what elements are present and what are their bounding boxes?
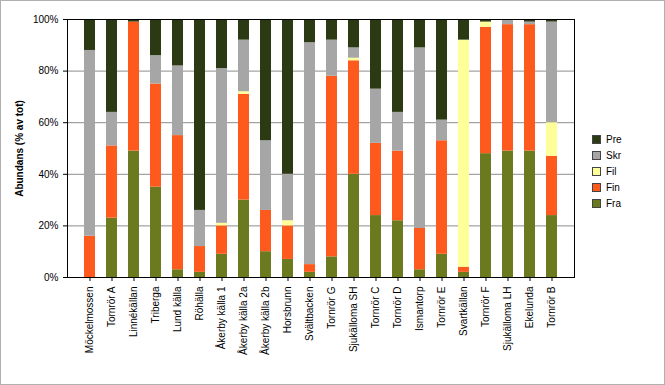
svg-text:60%: 60%	[38, 117, 58, 128]
svg-text:Triberga: Triberga	[150, 286, 161, 323]
svg-text:Horsbrunn: Horsbrunn	[282, 287, 293, 334]
svg-text:20%: 20%	[38, 220, 58, 231]
svg-text:Svartkällan: Svartkällan	[458, 287, 469, 336]
svg-text:Abundans (% av tot): Abundans (% av tot)	[14, 100, 25, 197]
svg-text:80%: 80%	[38, 65, 58, 76]
svg-text:Linnékällan: Linnékällan	[128, 287, 139, 338]
html-text:Skr: Skr	[606, 149, 621, 161]
svg-text:0%: 0%	[44, 272, 59, 283]
svg-text:40%: 40%	[38, 169, 58, 180]
svg-text:Åkerby källa 1: Åkerby källa 1	[215, 286, 227, 349]
svg-text:Tornrör E: Tornrör E	[436, 286, 447, 327]
svg-text:Tornrör G: Tornrör G	[326, 286, 337, 328]
svg-text:Ekelunda: Ekelunda	[524, 286, 535, 328]
html-text:Fra: Fra	[606, 197, 621, 209]
html-text:Fin: Fin	[606, 181, 620, 193]
html-text:Fil: Fil	[606, 165, 617, 177]
svg-text:Åkerby källa 2a: Åkerby källa 2a	[237, 286, 249, 355]
svg-text:Lund källa: Lund källa	[172, 286, 183, 332]
svg-text:100%: 100%	[33, 14, 59, 25]
html-text:Pre: Pre	[606, 133, 622, 145]
svg-text:Möckelmossen: Möckelmossen	[84, 287, 95, 354]
svg-text:Tornrör F: Tornrör F	[480, 287, 491, 328]
svg-text:Sjukälloma LH: Sjukälloma LH	[502, 287, 513, 351]
svg-text:Tornrör C: Tornrör C	[370, 287, 381, 329]
svg-text:Åkerby källa 2b: Åkerby källa 2b	[259, 286, 271, 355]
svg-text:Tornrör B: Tornrör B	[546, 286, 557, 327]
svg-text:Svältbacken: Svältbacken	[304, 287, 315, 341]
svg-text:Ismantorp: Ismantorp	[414, 286, 425, 331]
svg-text:Tornrör A: Tornrör A	[106, 286, 117, 327]
svg-text:Tornrör D: Tornrör D	[392, 287, 403, 329]
svg-text:Röhälla: Röhälla	[194, 286, 205, 320]
svg-text:Sjukälloma SH: Sjukälloma SH	[348, 287, 359, 353]
